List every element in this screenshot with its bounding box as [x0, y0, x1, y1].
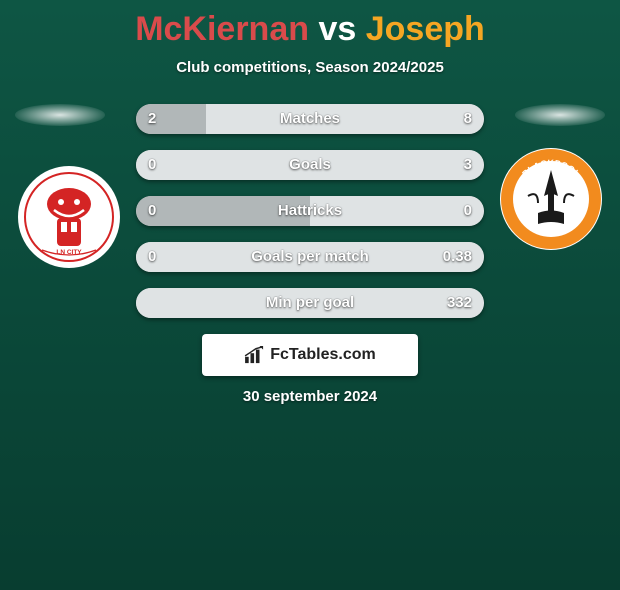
subtitle: Club competitions, Season 2024/2025 — [0, 59, 620, 76]
stat-row: 28Matches — [136, 104, 484, 134]
blackpool-crest-icon: BLACKPOOL FOOTBALL CLUB — [500, 148, 602, 250]
crest-left: LN CITY — [18, 166, 120, 268]
attribution-badge: FcTables.com — [202, 334, 418, 376]
stat-label: Hattricks — [136, 196, 484, 226]
stat-label: Goals per match — [136, 242, 484, 272]
date: 30 september 2024 — [0, 388, 620, 405]
stat-label: Matches — [136, 104, 484, 134]
player2-name: Joseph — [366, 10, 485, 48]
attribution-text: FcTables.com — [270, 346, 376, 364]
stat-row: 03Goals — [136, 150, 484, 180]
svg-text:LN CITY: LN CITY — [56, 249, 82, 256]
stat-row: 00.38Goals per match — [136, 242, 484, 272]
player1-name: McKiernan — [135, 10, 309, 48]
comparison-stage: LN CITY BLACKPOOL FOOTBALL CLUB 28Matche… — [0, 104, 620, 405]
stat-label: Min per goal — [136, 288, 484, 318]
stat-row: 00Hattricks — [136, 196, 484, 226]
stat-label: Goals — [136, 150, 484, 180]
lincoln-city-crest-icon: LN CITY — [24, 172, 114, 262]
stat-bars: 28Matches 03Goals 00Hattricks 00.38Goals pe… — [136, 104, 484, 318]
stat-row: 332Min per goal — [136, 288, 484, 318]
vs-text: vs — [318, 10, 356, 48]
crest-right: BLACKPOOL FOOTBALL CLUB — [500, 148, 602, 250]
fctables-logo-icon — [244, 346, 266, 364]
crest-left-shadow — [15, 104, 105, 126]
crest-right-shadow — [515, 104, 605, 126]
comparison-title: McKiernan vs Joseph — [0, 10, 620, 49]
